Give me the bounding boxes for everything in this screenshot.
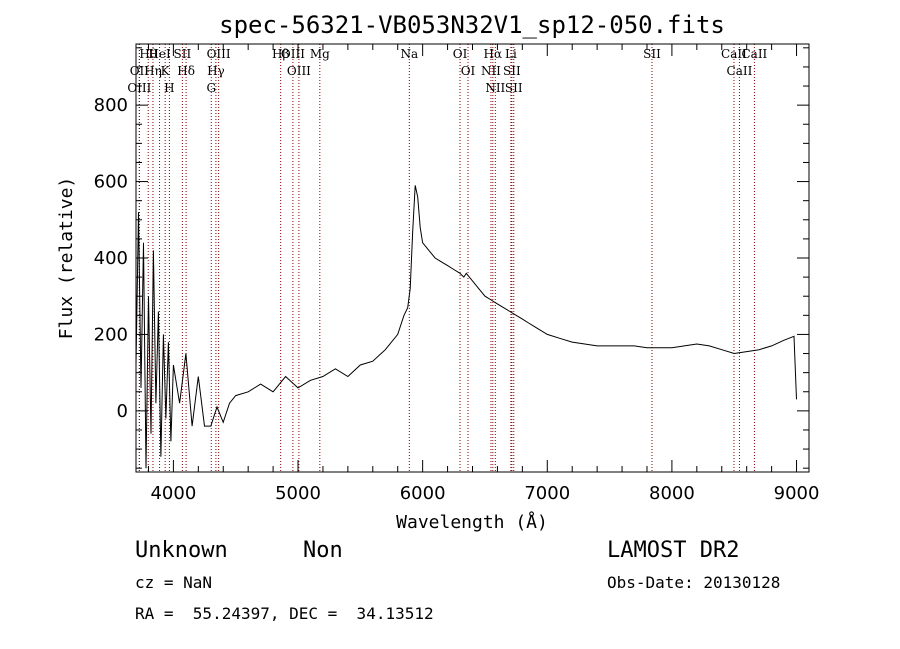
x-tick-label-1: 5000 [275,483,321,504]
marker-label-15: Mg [310,47,330,61]
y-axis-ticks: 0 200 400 600 800 [94,47,809,469]
marker-label-19: Hα [484,47,503,61]
marker-label-5: K [161,64,171,78]
spectrum-line [135,185,797,469]
y-axis-label: Flux (relative) [56,177,77,340]
marker-label-14: OIII [287,64,311,78]
marker-label-0: Hθ [139,47,157,61]
marker-label-12: Hβ [272,47,289,61]
chart-title: spec-56321-VB053N32V1_sp12-050.fits [219,11,725,39]
redshift-text: cz = NaN [135,573,213,592]
marker-label-23: SII [503,64,521,78]
obs-date: Obs-Date: 20130128 [607,573,781,592]
spectral-marker-lines [138,44,755,472]
marker-label-27: CaII [727,64,753,78]
marker-label-9: OIII [207,47,231,61]
x-tick-label-2: 6000 [400,483,446,504]
y-tick-label-3: 600 [94,172,128,193]
marker-label-7: SII [174,47,192,61]
y-tick-label-1: 200 [94,324,128,345]
marker-label-16: Na [400,47,418,61]
y-tick-label-4: 800 [94,95,128,116]
object-subclass: Non [303,538,343,563]
marker-label-2: OIII [127,81,151,95]
marker-label-4: HeI [148,47,171,61]
x-tick-label-3: 7000 [524,483,570,504]
spectrum-chart: spec-56321-VB053N32V1_sp12-050.fits Hθ OI… [56,11,820,533]
marker-label-13: OIII [281,47,305,61]
x-axis-ticks: 4000 5000 6000 7000 8000 9000 [147,44,820,504]
marker-label-24: SII [505,81,523,95]
x-tick-label-0: 4000 [150,483,196,504]
spectral-marker-labels: HθOIIOIIIHηHeIKHSIIHδOIIIHγGHβOIIIOIIIMg… [127,47,767,95]
marker-label-11: G [206,81,216,95]
object-class: Unknown [135,538,228,563]
marker-label-26: CaII [721,47,747,61]
y-tick-label-0: 0 [117,401,128,422]
y-tick-label-2: 400 [94,248,128,269]
marker-label-6: H [164,81,174,95]
x-tick-label-4: 8000 [649,483,695,504]
marker-label-8: Hδ [177,64,195,78]
survey-name: LAMOST DR2 [607,538,740,563]
marker-label-3: Hη [144,64,162,78]
marker-label-1: OII [130,64,150,78]
marker-label-22: Li [505,47,517,61]
marker-label-28: CaII [741,47,767,61]
coordinates-text: RA = 55.24397, DEC = 34.13512 [135,604,434,623]
marker-label-17: OI [453,47,468,61]
marker-label-18: OI [461,64,476,78]
x-tick-label-5: 9000 [774,483,820,504]
x-axis-label: Wavelength (Å) [396,511,548,533]
plot-frame [135,43,810,473]
marker-label-10: Hγ [207,64,225,78]
marker-label-25: SII [643,47,661,61]
marker-label-21: NII [485,81,505,95]
marker-label-20: NII [481,64,501,78]
